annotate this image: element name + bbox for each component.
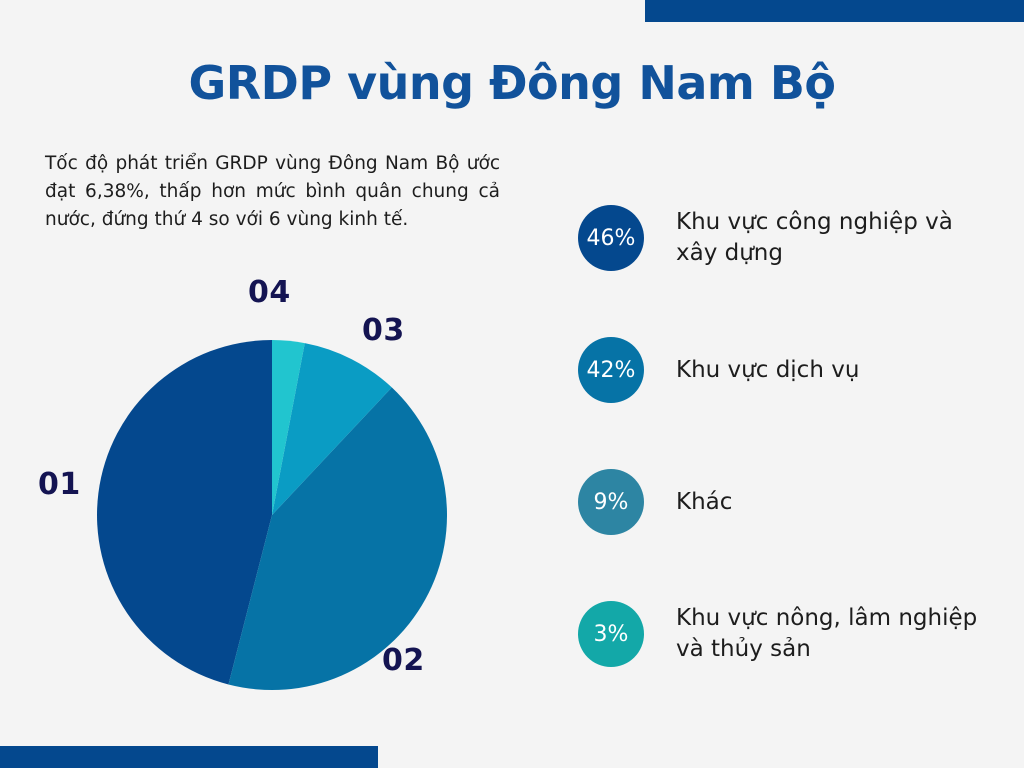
pie-label-04: 04 [248,275,291,310]
page-title: GRDP vùng Đông Nam Bộ [188,56,837,110]
top-right-accent-bar [645,0,1024,22]
pie-slice-02 [228,387,448,690]
legend-badge: 42% [578,337,644,403]
pie-slice-04 [272,340,305,515]
legend-label: Khu vực nông, lâm nghiệp và thủy sản [676,605,978,662]
legend-item: 9% Khác [578,469,1008,535]
intro-column: Tốc độ phát triển GRDP vùng Đông Nam Bộ … [0,150,545,234]
intro-paragraph: Tốc độ phát triển GRDP vùng Đông Nam Bộ … [45,153,500,230]
legend-item: 3% Khu vực nông, lâm nghiệp và thủy sản [578,601,1008,667]
legend-label: Khu vực công nghiệp và xây dựng [676,209,953,266]
pie-slice-03 [272,343,392,515]
legend-label: Khác [676,488,733,515]
legend-item: 46% Khu vực công nghiệp và xây dựng [578,205,1008,271]
legend: 46% Khu vực công nghiệp và xây dựng 42% … [578,205,1008,667]
pie-label-02: 02 [382,643,425,678]
pie-slice-01 [97,340,272,685]
pie-chart: 01 02 03 04 [0,275,545,705]
legend-badge: 3% [578,601,644,667]
pie-label-01: 01 [38,467,81,502]
legend-item: 42% Khu vực dịch vụ [578,337,1008,403]
legend-label: Khu vực dịch vụ [676,356,860,383]
bottom-left-accent-bar [0,746,378,768]
pie-chart-svg [97,340,448,690]
pie-label-03: 03 [362,313,405,348]
legend-badge: 9% [578,469,644,535]
legend-badge: 46% [578,205,644,271]
